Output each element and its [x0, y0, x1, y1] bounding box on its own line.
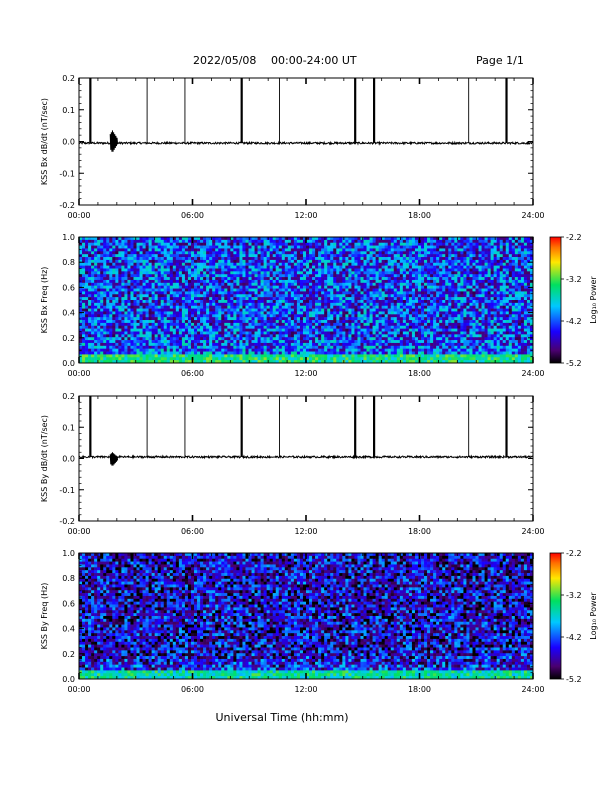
y-tick-label: 0.4 [62, 625, 75, 634]
bx-timeseries-panel: 0.2 0.1 0.0 -0.1 -0.200:00 06:00 12:00 18:00 24:… [40, 74, 545, 220]
colorbar-tick-label: -3.2 [566, 275, 582, 284]
y-tick-label: 1.0 [62, 549, 75, 558]
y-tick-label: 0.8 [62, 258, 75, 267]
colorbar [549, 552, 562, 680]
y-tick-label: 0.2 [62, 74, 75, 83]
spike-burst [109, 130, 119, 152]
page-label: Page 1/1 [476, 54, 524, 67]
series-line [78, 140, 534, 146]
x-tick-label: 06:00 [181, 211, 204, 220]
colorbar-tick-label: -5.2 [566, 359, 582, 368]
by-spectrogram-panel: -2.2 -3.2 -4.2 -5.2 Log₁₀ Power 1.0 0.8 0.6 0.4 0… [40, 549, 598, 694]
colorbar-tick-label: -4.2 [566, 317, 582, 326]
colorbar-tick-label: -2.2 [566, 549, 582, 558]
x-tick-label: 12:00 [294, 527, 317, 536]
y-tick-label: -0.2 [59, 517, 75, 526]
y-tick-label: 0.0 [62, 138, 75, 147]
y-tick-label: 0.1 [62, 423, 75, 432]
x-tick-label: 06:00 [181, 369, 204, 378]
x-tick-label: 00:00 [67, 211, 90, 220]
y-tick-label: 0.1 [62, 106, 75, 115]
y-tick-label: 0.4 [62, 309, 75, 318]
colorbar-tick-label: -3.2 [566, 591, 582, 600]
x-tick-label: 24:00 [521, 211, 544, 220]
y-axis-label: KSS By Freq (Hz) [40, 583, 49, 650]
x-tick-label: 06:00 [181, 527, 204, 536]
heatmap-cells [79, 237, 534, 364]
y-tick-label: 0.2 [62, 334, 75, 343]
y-tick-label: -0.2 [59, 201, 75, 210]
y-tick-label: -0.1 [59, 486, 75, 495]
y-axis-label: KSS Bx Freq (Hz) [40, 267, 49, 334]
heatmap-cells [79, 553, 534, 680]
header-date: 2022/05/08 [193, 54, 256, 67]
x-tick-label: 06:00 [181, 685, 204, 694]
x-tick-label: 12:00 [294, 685, 317, 694]
y-tick-label: 0.2 [62, 650, 75, 659]
series-line [78, 454, 534, 460]
colorbar-tick-label: -4.2 [566, 633, 582, 642]
by-timeseries-panel: 0.2 0.1 0.0 -0.1 -0.200:00 06:00 12:00 18:00 24:… [40, 392, 545, 536]
x-tick-label: 18:00 [408, 369, 431, 378]
x-axis-title: Universal Time (hh:mm) [216, 711, 349, 724]
colorbar [549, 236, 562, 364]
y-tick-label: 0.0 [62, 359, 75, 368]
colorbar-label: Log₁₀ Power [589, 276, 598, 324]
x-tick-label: 24:00 [521, 369, 544, 378]
header-range: 00:00-24:00 UT [271, 54, 357, 67]
x-tick-label: 18:00 [408, 211, 431, 220]
x-tick-label: 12:00 [294, 211, 317, 220]
x-tick-label: 24:00 [521, 527, 544, 536]
spike-burst [109, 452, 119, 466]
colorbar-tick-label: -5.2 [566, 675, 582, 684]
y-tick-label: 0.6 [62, 599, 75, 608]
y-tick-label: 0.8 [62, 574, 75, 583]
colorbar-tick-label: -2.2 [566, 233, 582, 242]
y-tick-label: 0.6 [62, 283, 75, 292]
y-tick-label: 0.0 [62, 455, 75, 464]
x-tick-label: 12:00 [294, 369, 317, 378]
x-tick-label: 18:00 [408, 685, 431, 694]
x-tick-label: 00:00 [67, 527, 90, 536]
colorbar-label: Log₁₀ Power [589, 592, 598, 640]
x-tick-label: 24:00 [521, 685, 544, 694]
y-axis-label: KSS Bx dB/dt (nT/sec) [40, 98, 49, 185]
x-tick-label: 00:00 [67, 685, 90, 694]
y-tick-label: 1.0 [62, 233, 75, 242]
x-tick-label: 00:00 [67, 369, 90, 378]
y-tick-label: -0.1 [59, 169, 75, 178]
x-tick-label: 18:00 [408, 527, 431, 536]
y-tick-label: 0.2 [62, 392, 75, 401]
y-axis-label: KSS By dB/dt (nT/sec) [40, 415, 49, 502]
y-tick-label: 0.0 [62, 675, 75, 684]
bx-spectrogram-panel: -2.2 -3.2 -4.2 -5.2 Log₁₀ Power 1.0 0.8 0.6 0.4 0… [40, 233, 598, 378]
